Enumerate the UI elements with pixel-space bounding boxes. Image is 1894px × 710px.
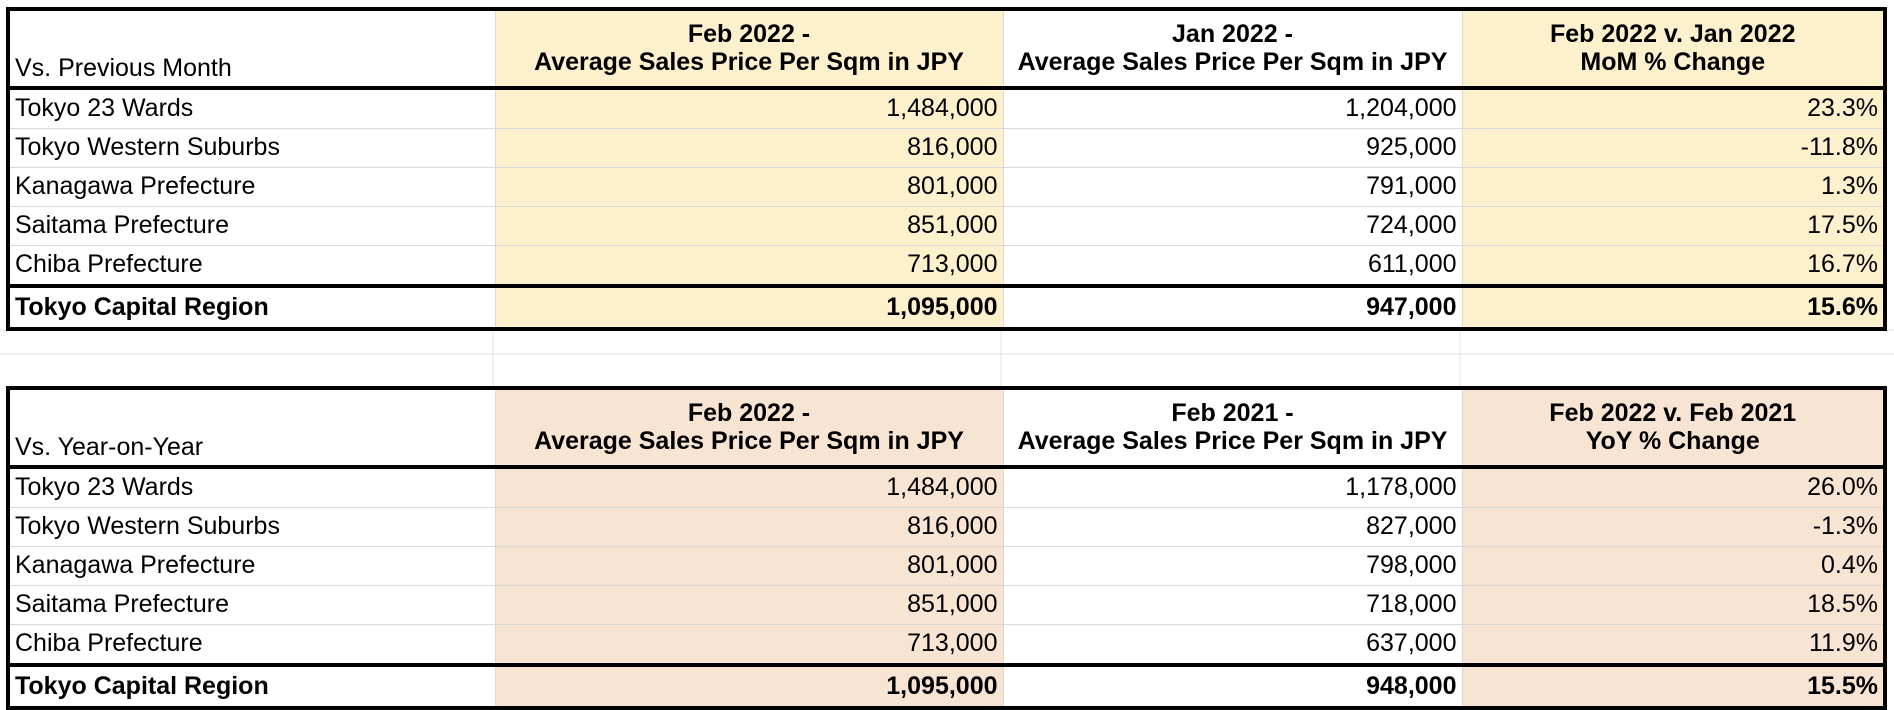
- current-price-cell[interactable]: 1,484,000: [495, 467, 1004, 508]
- change-cell[interactable]: 1.3%: [1462, 167, 1886, 207]
- region-cell[interactable]: Chiba Prefecture: [8, 624, 496, 666]
- mom-header-col-a[interactable]: Feb 2022 - Average Sales Price Per Sqm i…: [495, 9, 1004, 90]
- table-row: Tokyo 23 Wards 1,484,000 1,204,000 23.3%: [8, 88, 1886, 129]
- yoy-header-col-a-line2: Average Sales Price Per Sqm in JPY: [534, 426, 964, 455]
- previous-price-cell[interactable]: 798,000: [1003, 546, 1463, 586]
- mom-header-col-b-line2: Average Sales Price Per Sqm in JPY: [1017, 47, 1448, 76]
- region-cell[interactable]: Saitama Prefecture: [8, 585, 496, 625]
- previous-price-cell[interactable]: 718,000: [1003, 585, 1463, 625]
- table-row: Chiba Prefecture 713,000 611,000 16.7%: [8, 245, 1886, 287]
- table-row: Tokyo 23 Wards 1,484,000 1,178,000 26.0%: [8, 467, 1886, 508]
- change-cell[interactable]: 23.3%: [1462, 88, 1886, 129]
- current-price-cell[interactable]: 816,000: [495, 128, 1004, 168]
- change-cell[interactable]: 18.5%: [1462, 585, 1886, 625]
- previous-price-cell[interactable]: 724,000: [1003, 206, 1463, 246]
- total-previous-price-cell[interactable]: 948,000: [1003, 663, 1463, 709]
- change-cell[interactable]: 17.5%: [1462, 206, 1886, 246]
- table-row: Tokyo Western Suburbs 816,000 925,000 -1…: [8, 128, 1886, 168]
- yoy-header-col-c-line1: Feb 2022 v. Feb 2021: [1549, 399, 1797, 427]
- mom-header-col-b[interactable]: Jan 2022 - Average Sales Price Per Sqm i…: [1003, 9, 1463, 90]
- change-cell[interactable]: 0.4%: [1462, 546, 1886, 586]
- yoy-header-row: Vs. Year-on-Year Feb 2022 - Average Sale…: [8, 388, 1886, 469]
- change-cell[interactable]: -1.3%: [1462, 507, 1886, 547]
- mom-comparison-table: Vs. Previous Month Feb 2022 - Average Sa…: [6, 7, 1887, 331]
- change-cell[interactable]: 11.9%: [1462, 624, 1886, 666]
- total-current-price-cell[interactable]: 1,095,000: [495, 284, 1004, 330]
- region-cell[interactable]: Tokyo 23 Wards: [8, 467, 496, 508]
- previous-price-cell[interactable]: 925,000: [1003, 128, 1463, 168]
- mom-header-col-b-line1: Jan 2022 -: [1172, 20, 1293, 48]
- total-region-cell[interactable]: Tokyo Capital Region: [8, 284, 496, 330]
- current-price-cell[interactable]: 1,484,000: [495, 88, 1004, 129]
- previous-price-cell[interactable]: 611,000: [1003, 245, 1463, 287]
- mom-header-row: Vs. Previous Month Feb 2022 - Average Sa…: [8, 9, 1886, 90]
- total-change-cell[interactable]: 15.5%: [1462, 663, 1886, 709]
- yoy-header-col-b[interactable]: Feb 2021 - Average Sales Price Per Sqm i…: [1003, 388, 1463, 469]
- mom-header-col-a-line1: Feb 2022 -: [687, 20, 811, 48]
- total-current-price-cell[interactable]: 1,095,000: [495, 663, 1004, 709]
- current-price-cell[interactable]: 851,000: [495, 206, 1004, 246]
- yoy-header-col-c[interactable]: Feb 2022 v. Feb 2021 YoY % Change: [1462, 388, 1886, 469]
- region-cell[interactable]: Kanagawa Prefecture: [8, 546, 496, 586]
- previous-price-cell[interactable]: 1,204,000: [1003, 88, 1463, 129]
- previous-price-cell[interactable]: 791,000: [1003, 167, 1463, 207]
- previous-price-cell[interactable]: 1,178,000: [1003, 467, 1463, 508]
- previous-price-cell[interactable]: 637,000: [1003, 624, 1463, 666]
- yoy-header-col-c-line2: YoY % Change: [1585, 426, 1760, 455]
- yoy-header-col-a[interactable]: Feb 2022 - Average Sales Price Per Sqm i…: [495, 388, 1004, 469]
- change-cell[interactable]: 16.7%: [1462, 245, 1886, 287]
- region-cell[interactable]: Chiba Prefecture: [8, 245, 496, 287]
- mom-header-col-c-line2: MoM % Change: [1580, 47, 1766, 76]
- yoy-header-col-b-line1: Feb 2021 -: [1171, 399, 1294, 427]
- mom-header-label[interactable]: Vs. Previous Month: [8, 9, 496, 90]
- table-row: Tokyo Western Suburbs 816,000 827,000 -1…: [8, 507, 1886, 547]
- total-region-cell[interactable]: Tokyo Capital Region: [8, 663, 496, 709]
- region-cell[interactable]: Saitama Prefecture: [8, 206, 496, 246]
- current-price-cell[interactable]: 713,000: [495, 624, 1004, 666]
- table-row: Kanagawa Prefecture 801,000 791,000 1.3%: [8, 167, 1886, 207]
- mom-header-col-c-line1: Feb 2022 v. Jan 2022: [1549, 20, 1796, 48]
- total-change-cell[interactable]: 15.6%: [1462, 284, 1886, 330]
- table-row: Saitama Prefecture 851,000 718,000 18.5%: [8, 585, 1886, 625]
- region-cell[interactable]: Tokyo 23 Wards: [8, 88, 496, 129]
- table-row: Kanagawa Prefecture 801,000 798,000 0.4%: [8, 546, 1886, 586]
- table-row: Chiba Prefecture 713,000 637,000 11.9%: [8, 624, 1886, 666]
- total-row: Tokyo Capital Region 1,095,000 948,000 1…: [8, 663, 1886, 709]
- current-price-cell[interactable]: 851,000: [495, 585, 1004, 625]
- mom-header-col-c[interactable]: Feb 2022 v. Jan 2022 MoM % Change: [1462, 9, 1886, 90]
- yoy-comparison-table: Vs. Year-on-Year Feb 2022 - Average Sale…: [6, 386, 1887, 710]
- yoy-header-col-a-line1: Feb 2022 -: [687, 399, 811, 427]
- mom-header-col-a-line2: Average Sales Price Per Sqm in JPY: [534, 47, 964, 76]
- change-cell[interactable]: -11.8%: [1462, 128, 1886, 168]
- previous-price-cell[interactable]: 827,000: [1003, 507, 1463, 547]
- current-price-cell[interactable]: 816,000: [495, 507, 1004, 547]
- current-price-cell[interactable]: 801,000: [495, 167, 1004, 207]
- total-row: Tokyo Capital Region 1,095,000 947,000 1…: [8, 284, 1886, 330]
- table-row: Saitama Prefecture 851,000 724,000 17.5%: [8, 206, 1886, 246]
- region-cell[interactable]: Kanagawa Prefecture: [8, 167, 496, 207]
- current-price-cell[interactable]: 713,000: [495, 245, 1004, 287]
- total-previous-price-cell[interactable]: 947,000: [1003, 284, 1463, 330]
- region-cell[interactable]: Tokyo Western Suburbs: [8, 128, 496, 168]
- change-cell[interactable]: 26.0%: [1462, 467, 1886, 508]
- current-price-cell[interactable]: 801,000: [495, 546, 1004, 586]
- yoy-header-label[interactable]: Vs. Year-on-Year: [8, 388, 496, 469]
- yoy-header-col-b-line2: Average Sales Price Per Sqm in JPY: [1017, 426, 1448, 455]
- region-cell[interactable]: Tokyo Western Suburbs: [8, 507, 496, 547]
